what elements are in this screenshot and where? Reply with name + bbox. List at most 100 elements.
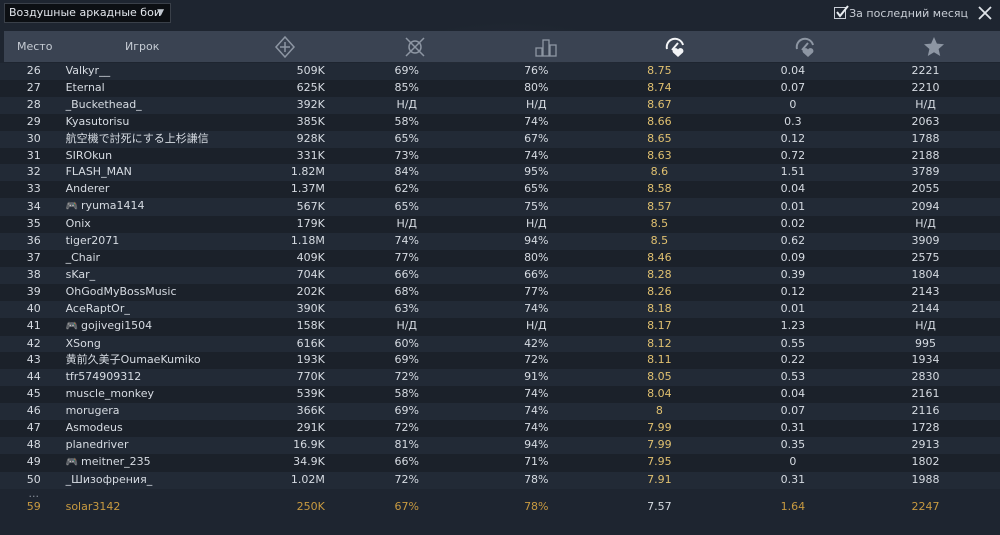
place-cell: 26	[26, 64, 41, 77]
player-cell[interactable]: _Buckethead_	[64, 97, 266, 114]
player-cell[interactable]: 航空機で討死にする上杉謙信	[64, 131, 266, 148]
player-cell[interactable]: Kyasutorisu	[64, 114, 266, 131]
column-player[interactable]: Игрок	[125, 40, 160, 53]
kills-cell: 69%	[394, 404, 419, 418]
period-toggle[interactable]: За последний месяц	[834, 5, 968, 22]
efficiency-cell: 8.12	[647, 336, 672, 350]
self-row[interactable]: 59 solar3142 250K 67% 78% 7.57 1.64 2247	[0, 499, 1000, 516]
kills-per-battle-icon[interactable]	[403, 35, 427, 59]
player-cell[interactable]: muscle_monkey	[64, 386, 266, 403]
rating-cell: 1728	[911, 421, 940, 435]
player-cell[interactable]: tfr574909312	[64, 369, 266, 386]
player-cell[interactable]: planedriver	[64, 437, 266, 454]
table-row[interactable]: 40 AceRaptOr_ 390K 63% 74% 8.18 0.01 2144	[0, 300, 1000, 318]
player-name: tiger2071	[65, 234, 120, 248]
table-row[interactable]: 41 🎮 gojivegi1504 158K Н/Д Н/Д 8.17 1.23 Н/Д	[0, 317, 1000, 336]
table-row[interactable]: 43 黄前久美子OumaeKumiko 193K 69% 72% 8.11 0.22 1934	[0, 352, 1000, 370]
table-row[interactable]: 31 SIROkun 331K 73% 74% 8.63 0.72 2188	[0, 147, 1000, 165]
player-cell[interactable]: FLASH_MAN	[64, 164, 266, 181]
table-row[interactable]: 27 Eternal 625K 85% 80% 8.74 0.07 2210	[0, 79, 1000, 97]
table-row[interactable]: 38 sKar_ 704K 66% 66% 8.28 0.39 1804	[0, 266, 1000, 284]
close-icon[interactable]	[976, 4, 994, 22]
score-cell: 193K	[296, 353, 325, 367]
player-cell[interactable]: _Шизофрения_	[64, 472, 266, 489]
table-row[interactable]: 29 Kyasutorisu 385K 58% 74% 8.66 0.3 2063	[0, 113, 1000, 131]
table-row[interactable]: 46 morugera 366K 69% 74% 8 0.07 2116	[0, 403, 1000, 421]
player-cell[interactable]: AceRaptOr_	[64, 301, 266, 318]
star-icon[interactable]	[922, 35, 946, 59]
table-row[interactable]: 42 XSong 616K 60% 42% 8.12 0.55 995	[0, 335, 1000, 353]
empty-cell	[64, 489, 266, 499]
player-name: XSong	[65, 336, 101, 350]
player-name: morugera	[65, 404, 120, 418]
deaths-cell: 1.23	[780, 319, 806, 333]
table-row[interactable]: 39 OhGodMyBossMusic 202K 68% 77% 8.26 0.12 2143	[0, 283, 1000, 301]
winrate-cell: 74%	[524, 301, 549, 315]
winrate-cell: 42%	[524, 336, 549, 350]
winrate-cell: 74%	[524, 148, 549, 162]
table-row[interactable]: 49 🎮 meitner_235 34.9K 66% 71% 7.95 0 1802	[0, 453, 1000, 472]
winrate-cell: 65%	[524, 182, 549, 196]
player-cell[interactable]: Valkyr__	[64, 63, 266, 80]
table-row[interactable]: 37 _Chair 409K 77% 80% 8.46 0.09 2575	[0, 249, 1000, 267]
kills-cell: 74%	[394, 234, 419, 248]
player-cell[interactable]: 🎮 meitner_235	[64, 454, 266, 472]
player-cell[interactable]: sKar_	[64, 267, 266, 284]
player-cell[interactable]: XSong	[64, 336, 266, 353]
table-row[interactable]: 36 tiger2071 1.18M 74% 94% 8.5 0.62 3909	[0, 233, 1000, 250]
table-row[interactable]: 30 航空機で討死にする上杉謙信 928K 65% 67% 8.65 0.12 1788	[0, 130, 1000, 148]
player-cell[interactable]: 🎮 gojivegi1504	[64, 318, 266, 336]
table-row[interactable]: 44 tfr574909312 770K 72% 91% 8.05 0.53 2830	[0, 369, 1000, 387]
rating-cell: Н/Д	[915, 97, 936, 111]
deaths-cell: 0.53	[780, 370, 806, 384]
table-row[interactable]: 45 muscle_monkey 539K 58% 74% 8.04 0.04 2161	[0, 386, 1000, 404]
player-cell[interactable]: solar3142	[64, 499, 266, 516]
table-row[interactable]: 50 _Шизофрения_ 1.02M 72% 78% 7.91 0.31 1988	[0, 471, 1000, 489]
deaths-ratio-icon[interactable]	[793, 35, 817, 59]
rating-cell: 3789	[911, 165, 940, 179]
place-cell: 32	[26, 165, 41, 179]
efficiency-icon[interactable]	[663, 35, 687, 59]
player-cell[interactable]: Anderer	[64, 181, 266, 198]
score-cell: 392K	[296, 97, 325, 111]
player-cell[interactable]: tiger2071	[64, 233, 266, 250]
rating-cell: 1802	[911, 455, 940, 469]
table-row[interactable]: 34 🎮 ryuma1414 567K 65% 75% 8.57 0.01 2094	[0, 198, 1000, 217]
player-cell[interactable]: _Chair	[64, 250, 266, 267]
player-cell[interactable]: Eternal	[64, 80, 266, 97]
winrate-cell: 77%	[524, 284, 549, 298]
win-rate-icon[interactable]	[534, 35, 558, 59]
game-mode-dropdown[interactable]: Воздушные аркадные бои ▼	[4, 3, 171, 23]
table-row[interactable]: 35 Onix 179K Н/Д Н/Д 8.5 0.02 Н/Д	[0, 216, 1000, 234]
player-cell[interactable]: SIROkun	[64, 148, 266, 165]
player-cell[interactable]: morugera	[64, 403, 266, 420]
deaths-cell: 0.09	[780, 250, 806, 264]
player-cell[interactable]: 🎮 ryuma1414	[64, 198, 266, 216]
period-checkbox[interactable]	[834, 5, 849, 19]
place-cell: 29	[26, 114, 41, 128]
rating-cell: 2188	[911, 148, 940, 162]
empty-cell	[851, 489, 1000, 499]
efficiency-cell: 7.99	[647, 437, 672, 451]
player-cell[interactable]: Asmodeus	[64, 420, 266, 437]
player-name: _Buckethead_	[65, 97, 142, 111]
efficiency-cell: 8.75	[647, 64, 672, 77]
table-row[interactable]: 28 _Buckethead_ 392K Н/Д Н/Д 8.67 0 Н/Д	[0, 96, 1000, 114]
player-name: muscle_monkey	[65, 387, 155, 401]
table-row[interactable]: 26 Valkyr__ 509K 69% 76% 8.75 0.04 2221	[0, 63, 1000, 80]
player-cell[interactable]: Onix	[64, 216, 266, 233]
kills-cell: Н/Д	[396, 217, 418, 231]
efficiency-cell: 7.57	[647, 499, 672, 513]
column-place[interactable]: Место	[17, 40, 53, 53]
rating-cell: 2144	[911, 301, 940, 315]
table-row[interactable]: 48 planedriver 16.9K 81% 94% 7.99 0.35 2913	[0, 436, 1000, 454]
table-row[interactable]: 33 Anderer 1.37M 62% 65% 8.58 0.04 2055	[0, 181, 1000, 199]
player-name: Asmodeus	[65, 421, 123, 435]
player-name: 航空機で討死にする上杉謙信	[65, 131, 209, 145]
player-cell[interactable]: 黄前久美子OumaeKumiko	[64, 352, 266, 369]
player-cell[interactable]: OhGodMyBossMusic	[64, 284, 266, 301]
score-icon[interactable]	[273, 35, 297, 59]
player-name: Valkyr__	[65, 64, 111, 77]
table-row[interactable]: 47 Asmodeus 291K 72% 74% 7.99 0.31 1728	[0, 420, 1000, 437]
table-row[interactable]: 32 FLASH_MAN 1.82M 84% 95% 8.6 1.51 3789	[0, 164, 1000, 182]
